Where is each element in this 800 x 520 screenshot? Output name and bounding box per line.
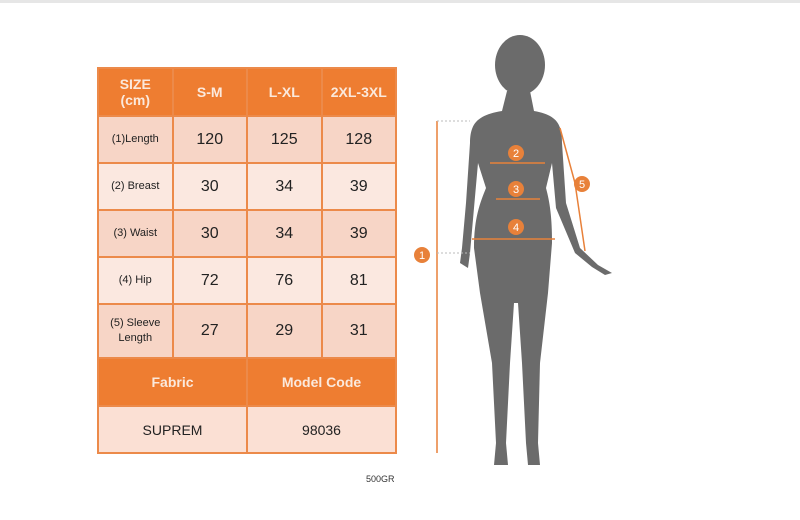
fabric-value: SUPREM — [97, 405, 248, 454]
row-label-line1: (5) Sleeve — [110, 317, 161, 329]
svg-text:3: 3 — [513, 184, 519, 196]
cell: 30 — [171, 209, 248, 258]
header-2xl-3xl: 2XL-3XL — [320, 67, 397, 117]
fabric-header: Fabric — [97, 357, 248, 407]
cell: 34 — [246, 162, 323, 211]
table-row: (3) Waist 30 34 39 — [97, 209, 397, 258]
weight-note: 500GR — [366, 474, 395, 484]
svg-text:4: 4 — [513, 222, 519, 234]
header-s-m: S-M — [171, 67, 248, 117]
cell: 81 — [320, 256, 397, 305]
cell: 128 — [320, 115, 397, 164]
row-label: (5) Sleeve Length — [97, 303, 174, 359]
cell: 29 — [246, 303, 323, 359]
model-code-header: Model Code — [246, 357, 397, 407]
cell: 27 — [171, 303, 248, 359]
footer-value-row: SUPREM 98036 — [97, 405, 397, 454]
cell: 39 — [320, 162, 397, 211]
svg-text:2: 2 — [513, 148, 519, 160]
svg-text:5: 5 — [579, 179, 585, 191]
row-label: (2) Breast — [97, 162, 174, 211]
row-label: (1)Length — [97, 115, 174, 164]
marker-1: 1 — [414, 247, 430, 263]
row-label-line2: Length — [118, 332, 153, 344]
header-l-xl: L-XL — [246, 67, 323, 117]
cell: 39 — [320, 209, 397, 258]
cell: 30 — [171, 162, 248, 211]
model-code-value: 98036 — [246, 405, 397, 454]
cell: 76 — [246, 256, 323, 305]
cell: 31 — [320, 303, 397, 359]
row-label: (4) Hip — [97, 256, 174, 305]
guide-lines — [437, 120, 470, 254]
marker-4: 4 — [508, 219, 524, 235]
marker-5: 5 — [574, 176, 590, 192]
cell: 120 — [171, 115, 248, 164]
row-label: (3) Waist — [97, 209, 174, 258]
header-size-line1: SIZE — [119, 76, 151, 92]
cell: 34 — [246, 209, 323, 258]
table-row: (5) Sleeve Length 27 29 31 — [97, 303, 397, 359]
marker-2: 2 — [508, 145, 524, 161]
svg-text:1: 1 — [419, 250, 425, 262]
body-silhouette-figure: 1 2 3 4 5 — [414, 35, 612, 465]
cell: 125 — [246, 115, 323, 164]
table-row: (2) Breast 30 34 39 — [97, 162, 397, 211]
header-size-line2: (cm) — [120, 92, 151, 108]
size-table: SIZE (cm) S-M L-XL 2XL-3XL (1)Length 120 … — [97, 67, 397, 454]
cell: 72 — [171, 256, 248, 305]
marker-3: 3 — [508, 181, 524, 197]
table-header-row: SIZE (cm) S-M L-XL 2XL-3XL — [97, 67, 397, 117]
footer-header-row: Fabric Model Code — [97, 357, 397, 407]
silhouette — [460, 35, 612, 465]
table-row: (4) Hip 72 76 81 — [97, 256, 397, 305]
header-size: SIZE (cm) — [97, 67, 174, 117]
table-row: (1)Length 120 125 128 — [97, 115, 397, 164]
